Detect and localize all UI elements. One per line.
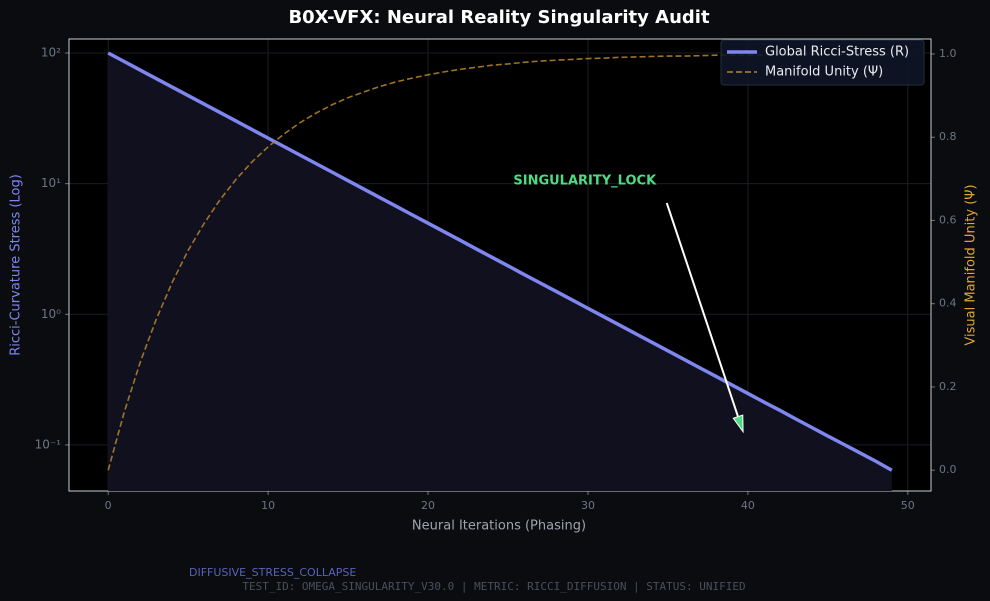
y2-tick-label: 0.0 (939, 463, 957, 476)
legend-label: Global Ricci-Stress (R) (765, 45, 909, 60)
x-tick-label: 50 (901, 499, 915, 512)
x-tick-label: 30 (581, 499, 595, 512)
y2-tick-label: 1.0 (939, 47, 957, 60)
y-tick-label: 10¹ (41, 176, 61, 190)
footer: TEST_ID: OMEGA_SINGULARITY_V30.0 | METRI… (242, 580, 745, 593)
y2-tick-label: 0.2 (939, 380, 957, 393)
footer-tag: DIFFUSIVE_STRESS_COLLAPSE (189, 566, 356, 579)
x-tick-label: 20 (421, 499, 435, 512)
x-axis-label: Neural Iterations (Phasing) (412, 519, 586, 534)
y-tick-label: 10⁻¹ (35, 437, 62, 451)
chart-title: B0X-VFX: Neural Reality Singularity Audi… (288, 7, 710, 28)
area-fill (108, 53, 892, 491)
y2-tick-label: 0.8 (939, 130, 957, 143)
y-tick-label: 10⁰ (41, 307, 61, 321)
y2-tick-label: 0.4 (939, 297, 957, 310)
y-axis-label: Ricci-Curvature Stress (Log) (9, 174, 24, 356)
annotation-arrow (665, 202, 739, 417)
y2-axis-label: Visual Manifold Unity (Ψ) (964, 184, 979, 345)
y-tick-label: 10² (41, 46, 61, 60)
legend-box (720, 39, 925, 86)
x-tick-label: 10 (261, 499, 275, 512)
legend-label: Manifold Unity (Ψ) (765, 65, 883, 80)
annotation: SINGULARITY_LOCK (513, 173, 657, 188)
x-tick-label: 40 (741, 499, 755, 512)
y2-tick-label: 0.6 (939, 213, 957, 226)
annotation-arrowhead (732, 414, 744, 434)
series-line (107, 51, 893, 472)
x-tick-label: 0 (105, 499, 112, 512)
